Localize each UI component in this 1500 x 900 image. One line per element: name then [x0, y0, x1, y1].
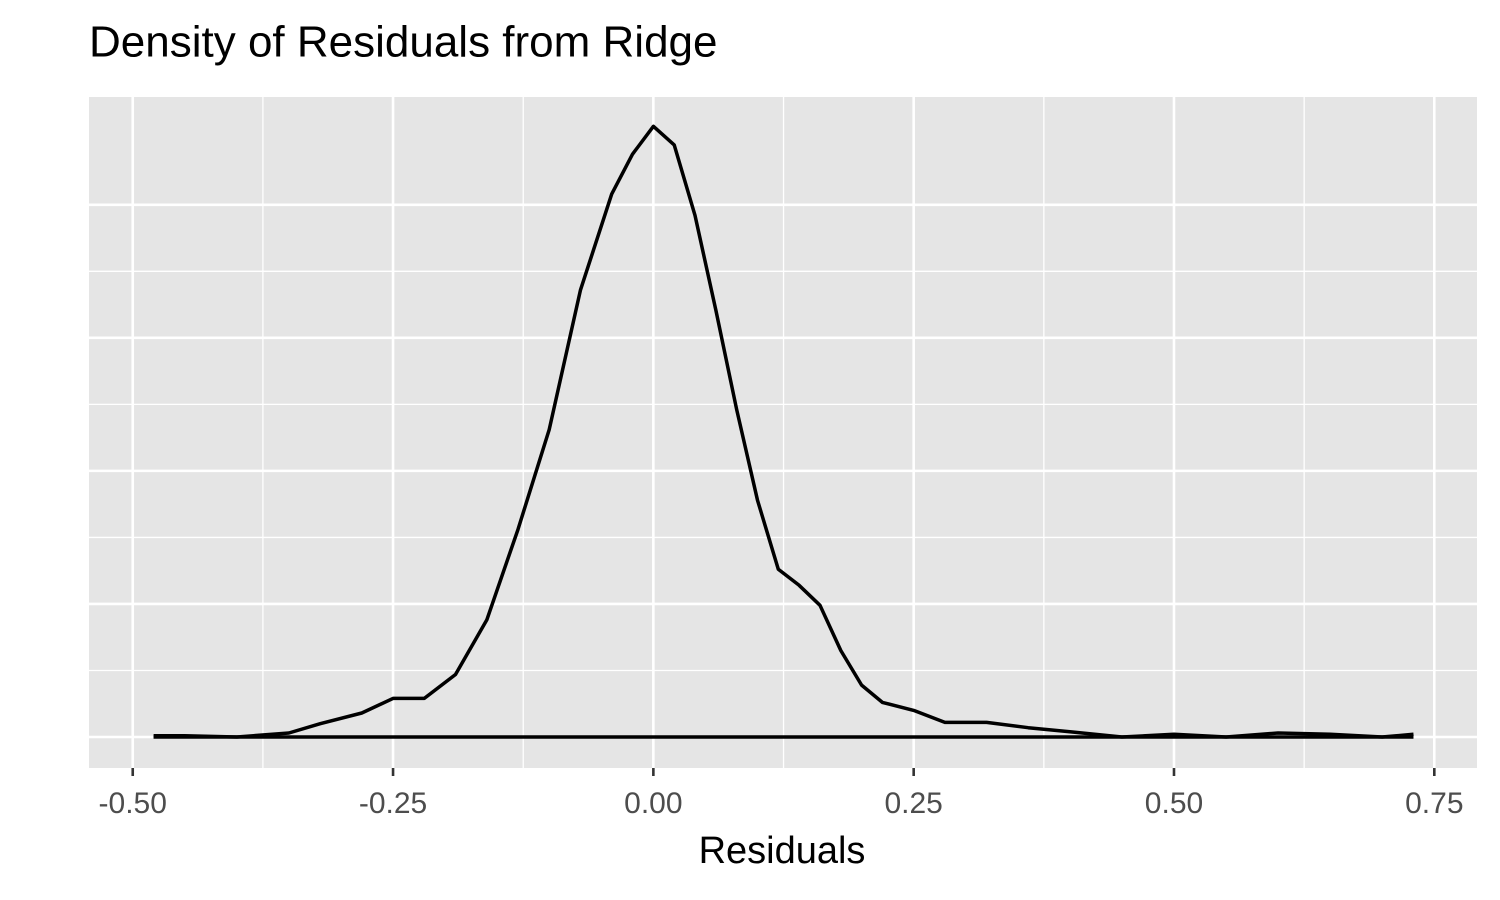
chart-title: Density of Residuals from Ridge	[89, 18, 717, 67]
density-curve	[153, 124, 1414, 739]
x-tick-label: 0.50	[1145, 787, 1203, 820]
x-tick-label: -0.50	[99, 787, 167, 820]
x-axis-title: Residuals	[699, 830, 866, 872]
x-tick-label: 0.00	[624, 787, 682, 820]
x-tick-label: 0.75	[1405, 787, 1463, 820]
x-tick-label: -0.25	[359, 787, 427, 820]
x-tick-label: 0.25	[884, 787, 942, 820]
